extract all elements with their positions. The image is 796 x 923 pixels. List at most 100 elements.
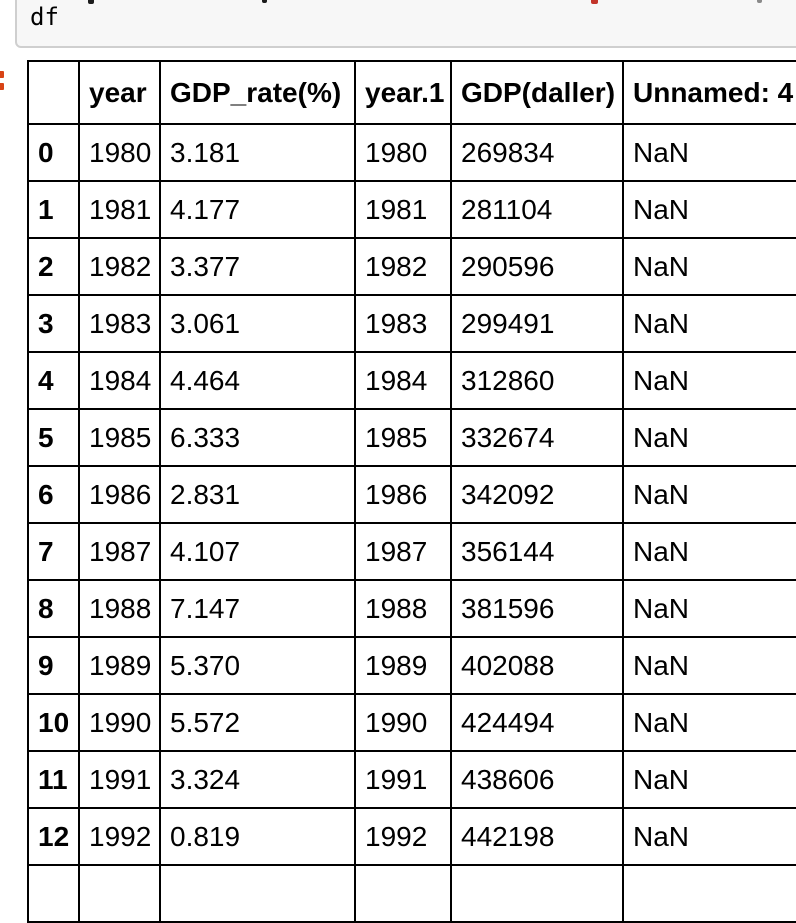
dataframe-row: 5 1985 6.333 1985 332674 NaN	[27, 408, 796, 467]
dataframe-cell: NaN	[622, 750, 796, 809]
dataframe-cell: NaN	[622, 408, 796, 467]
dataframe-row: 7 1987 4.107 1987 356144 NaN	[27, 522, 796, 581]
dataframe-cell: 1984	[354, 351, 452, 410]
dataframe-row: 12 1992 0.819 1992 442198 NaN	[27, 807, 796, 866]
dataframe-row-index: 8	[27, 579, 80, 638]
dataframe-cell: 1986	[78, 465, 161, 524]
dataframe-cell: 312860	[450, 351, 624, 410]
dataframe-cell: 442198	[450, 807, 624, 866]
dataframe-cell: 5.370	[159, 636, 356, 695]
dataframe-cell: NaN	[622, 123, 796, 182]
dataframe-row: 2 1982 3.377 1982 290596 NaN	[27, 237, 796, 296]
dataframe-cell: 4.107	[159, 522, 356, 581]
dataframe-cell: NaN	[622, 294, 796, 353]
dataframe-cell: NaN	[622, 579, 796, 638]
clipped-code-fragment	[262, 0, 267, 3]
out-prompt-colon-dot	[0, 71, 4, 78]
dataframe-row-index: 9	[27, 636, 80, 695]
code-input-cell[interactable]: df	[15, 0, 796, 48]
dataframe-row-index: 12	[27, 807, 80, 866]
dataframe-table: year GDP_rate(%) year.1 GDP(daller) Unnamed:…	[27, 60, 796, 923]
dataframe-cell: 269834	[450, 123, 624, 182]
dataframe-row-index: 4	[27, 351, 80, 410]
dataframe-cell	[159, 864, 356, 923]
dataframe-cell	[622, 864, 796, 923]
dataframe-cell: 356144	[450, 522, 624, 581]
dataframe-cell: 342092	[450, 465, 624, 524]
dataframe-cell: 299491	[450, 294, 624, 353]
clipped-code-fragment-red	[591, 0, 598, 4]
dataframe-row-index: 1	[27, 180, 80, 239]
dataframe-cell: 4.177	[159, 180, 356, 239]
clipped-code-fragment	[757, 0, 762, 3]
dataframe-row: 9 1989 5.370 1989 402088 NaN	[27, 636, 796, 695]
dataframe-cell: 1987	[78, 522, 161, 581]
dataframe-row-index	[27, 864, 80, 923]
dataframe-cell: NaN	[622, 522, 796, 581]
dataframe-cell: NaN	[622, 180, 796, 239]
dataframe-cell: 1989	[354, 636, 452, 695]
dataframe-row: 6 1986 2.831 1986 342092 NaN	[27, 465, 796, 524]
dataframe-cell: 1981	[354, 180, 452, 239]
dataframe-cell: 402088	[450, 636, 624, 695]
code-text: df	[30, 3, 59, 31]
dataframe-cell: 1990	[78, 693, 161, 752]
dataframe-cell: NaN	[622, 351, 796, 410]
dataframe-cell: 4.464	[159, 351, 356, 410]
dataframe-cell	[78, 864, 161, 923]
dataframe-cell: 1985	[78, 408, 161, 467]
dataframe-cell: 3.377	[159, 237, 356, 296]
dataframe-row-index: 0	[27, 123, 80, 182]
dataframe-cell: NaN	[622, 237, 796, 296]
dataframe-cell: 1987	[354, 522, 452, 581]
dataframe-row-index: 6	[27, 465, 80, 524]
clipped-code-fragment	[88, 0, 94, 4]
dataframe-column-header: Unnamed: 4	[622, 60, 796, 125]
dataframe-column-header: GDP_rate(%)	[159, 60, 356, 125]
dataframe-column-header: year	[78, 60, 161, 125]
dataframe-cell: 1992	[354, 807, 452, 866]
dataframe-row-index: 11	[27, 750, 80, 809]
dataframe-cell: 424494	[450, 693, 624, 752]
dataframe-cell: 1992	[78, 807, 161, 866]
dataframe-output: year GDP_rate(%) year.1 GDP(daller) Unnamed:…	[27, 60, 796, 923]
dataframe-cell	[450, 864, 624, 923]
dataframe-row-index: 7	[27, 522, 80, 581]
dataframe-cell: NaN	[622, 693, 796, 752]
dataframe-cell: 3.061	[159, 294, 356, 353]
dataframe-cell: 3.324	[159, 750, 356, 809]
dataframe-cell: 3.181	[159, 123, 356, 182]
dataframe-cell: NaN	[622, 465, 796, 524]
dataframe-row-index: 2	[27, 237, 80, 296]
dataframe-body: 0 1980 3.181 1980 269834 NaN 1 1981 4.177 1981 281…	[27, 123, 796, 923]
dataframe-header-row: year GDP_rate(%) year.1 GDP(daller) Unnamed:…	[27, 60, 796, 125]
dataframe-cell: 1982	[354, 237, 452, 296]
dataframe-cell: 2.831	[159, 465, 356, 524]
dataframe-cell: 1985	[354, 408, 452, 467]
dataframe-cell: 1981	[78, 180, 161, 239]
dataframe-cell: 1983	[354, 294, 452, 353]
dataframe-cell: 332674	[450, 408, 624, 467]
dataframe-cell: 1984	[78, 351, 161, 410]
dataframe-row-index: 3	[27, 294, 80, 353]
dataframe-cell: 7.147	[159, 579, 356, 638]
dataframe-cell: 281104	[450, 180, 624, 239]
dataframe-cell: 1988	[354, 579, 452, 638]
dataframe-cell: 1980	[354, 123, 452, 182]
dataframe-row: 1 1981 4.177 1981 281104 NaN	[27, 180, 796, 239]
dataframe-row	[27, 864, 796, 923]
dataframe-cell: 1980	[78, 123, 161, 182]
dataframe-cell: NaN	[622, 636, 796, 695]
dataframe-cell: NaN	[622, 807, 796, 866]
dataframe-cell: 1991	[354, 750, 452, 809]
dataframe-row-index: 10	[27, 693, 80, 752]
dataframe-row: 4 1984 4.464 1984 312860 NaN	[27, 351, 796, 410]
dataframe-cell: 290596	[450, 237, 624, 296]
dataframe-row: 10 1990 5.572 1990 424494 NaN	[27, 693, 796, 752]
dataframe-cell: 1982	[78, 237, 161, 296]
dataframe-cell: 1991	[78, 750, 161, 809]
dataframe-cell: 438606	[450, 750, 624, 809]
dataframe-row: 3 1983 3.061 1983 299491 NaN	[27, 294, 796, 353]
dataframe-row: 0 1980 3.181 1980 269834 NaN	[27, 123, 796, 182]
dataframe-column-header: year.1	[354, 60, 452, 125]
